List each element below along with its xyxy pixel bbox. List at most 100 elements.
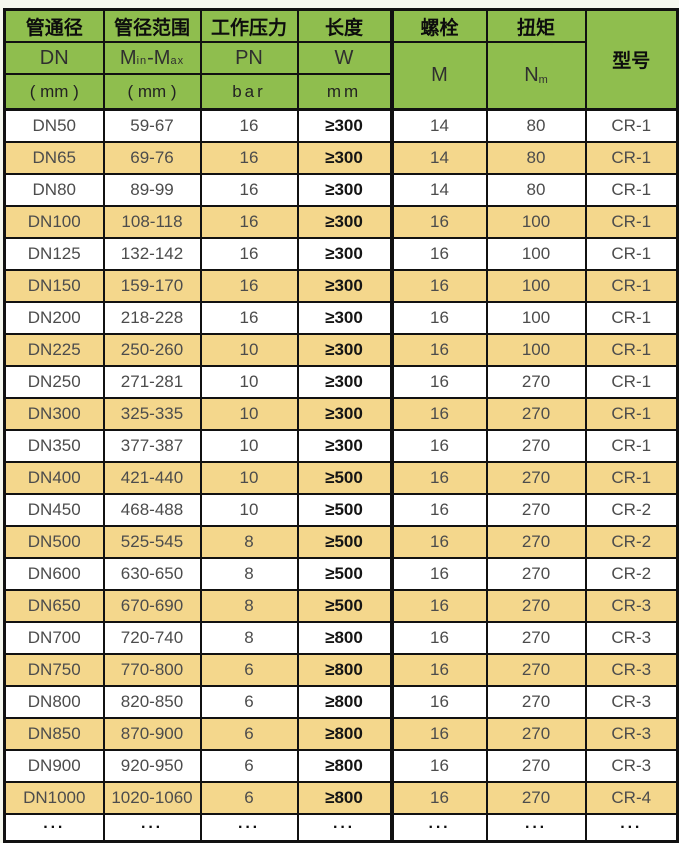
cell-model: CR-1 xyxy=(584,141,679,175)
cell-dn: DN600 xyxy=(3,557,105,591)
cell-dn: ··· xyxy=(3,813,105,843)
cell-model: CR-1 xyxy=(584,173,679,207)
cell-nm: 100 xyxy=(485,301,587,335)
cell-model: CR-2 xyxy=(584,525,679,559)
cell-m: 14 xyxy=(389,141,488,175)
cell-model: CR-1 xyxy=(584,461,679,495)
cell-nm: 100 xyxy=(485,269,587,303)
cell-pn: 8 xyxy=(199,589,299,623)
cell-dn: DN850 xyxy=(3,717,105,751)
header-row-3: ( mm ) ( mm ) bar mm xyxy=(3,73,678,111)
cell-w: ≥800 xyxy=(296,621,393,655)
cell-range: 468-488 xyxy=(102,493,202,527)
cell-range: 630-650 xyxy=(102,557,202,591)
cell-model: CR-1 xyxy=(584,301,679,335)
cell-nm: 270 xyxy=(485,397,587,431)
table-row: DN500 525-545 8 ≥500 16 270 CR-2 xyxy=(3,525,679,559)
cell-w: ≥500 xyxy=(296,493,393,527)
table-row: DN800 820-850 6 ≥800 16 270 CR-3 xyxy=(3,685,679,719)
cell-pn: 10 xyxy=(199,461,299,495)
header-pipe-diameter: 管通径 xyxy=(3,8,105,43)
cell-dn: DN400 xyxy=(3,461,105,495)
cell-nm: 270 xyxy=(485,493,587,527)
header-dn: DN xyxy=(3,41,105,75)
cell-range: 59-67 xyxy=(102,108,202,143)
cell-model: CR-1 xyxy=(584,429,679,463)
cell-dn: DN500 xyxy=(3,525,105,559)
header-bolt: 螺栓 xyxy=(389,8,488,43)
cell-range: 108-118 xyxy=(102,205,202,239)
cell-pn: 16 xyxy=(199,301,299,335)
cell-nm: 270 xyxy=(485,525,587,559)
header-w: W xyxy=(296,41,393,75)
cell-w: ≥300 xyxy=(296,237,393,271)
pipe-spec-table: 管通径 管径范围 工作压力 长度 螺栓 扭矩 型号 DN Min-Max PN … xyxy=(3,8,679,843)
cell-nm: 270 xyxy=(485,749,587,783)
header-row-2: DN Min-Max PN W M Nm xyxy=(3,41,678,111)
cell-w: ≥300 xyxy=(296,301,393,335)
cell-nm: 270 xyxy=(485,461,587,495)
cell-m: 16 xyxy=(389,237,488,271)
header-torque: 扭矩 xyxy=(485,8,587,43)
cell-model: ··· xyxy=(584,813,679,843)
cell-m: 16 xyxy=(389,781,488,815)
cell-m: 16 xyxy=(389,749,488,783)
cell-nm: 80 xyxy=(485,173,587,207)
cell-pn: 6 xyxy=(199,749,299,783)
cell-dn: DN300 xyxy=(3,397,105,431)
cell-w: ≥500 xyxy=(296,525,393,559)
cell-pn: 16 xyxy=(199,205,299,239)
cell-w: ≥300 xyxy=(296,269,393,303)
cell-w: ≥500 xyxy=(296,461,393,495)
cell-pn: 10 xyxy=(199,493,299,527)
table-row: DN750 770-800 6 ≥800 16 270 CR-3 xyxy=(3,653,679,687)
cell-w: ≥300 xyxy=(296,141,393,175)
cell-range: 69-76 xyxy=(102,141,202,175)
table-header: 管通径 管径范围 工作压力 长度 螺栓 扭矩 型号 DN Min-Max PN … xyxy=(3,8,679,111)
cell-m: 14 xyxy=(389,173,488,207)
table-row: DN900 920-950 6 ≥800 16 270 CR-3 xyxy=(3,749,679,783)
cell-model: CR-3 xyxy=(584,685,679,719)
header-dn-unit: ( mm ) xyxy=(3,73,105,111)
cell-nm: 100 xyxy=(485,237,587,271)
cell-model: CR-1 xyxy=(584,333,679,367)
table-row: DN150 159-170 16 ≥300 16 100 CR-1 xyxy=(3,269,679,303)
cell-m: 16 xyxy=(389,269,488,303)
cell-m: 16 xyxy=(389,493,488,527)
cell-w: ≥300 xyxy=(296,365,393,399)
cell-dn: DN100 xyxy=(3,205,105,239)
cell-range: ··· xyxy=(102,813,202,843)
cell-dn: DN200 xyxy=(3,301,105,335)
cell-m: 16 xyxy=(389,589,488,623)
cell-nm: 270 xyxy=(485,365,587,399)
nm-label: Nm xyxy=(524,64,548,86)
cell-range: 820-850 xyxy=(102,685,202,719)
cell-m: 16 xyxy=(389,525,488,559)
cell-dn: DN225 xyxy=(3,333,105,367)
cell-dn: DN800 xyxy=(3,685,105,719)
cell-w: ≥800 xyxy=(296,749,393,783)
cell-nm: 100 xyxy=(485,333,587,367)
cell-range: 271-281 xyxy=(102,365,202,399)
cell-pn: 10 xyxy=(199,397,299,431)
cell-dn: DN65 xyxy=(3,141,105,175)
cell-range: 670-690 xyxy=(102,589,202,623)
table-row: DN50 59-67 16 ≥300 14 80 CR-1 xyxy=(3,108,679,143)
cell-nm: 270 xyxy=(485,781,587,815)
cell-nm: 80 xyxy=(485,141,587,175)
table-row: DN850 870-900 6 ≥800 16 270 CR-3 xyxy=(3,717,679,751)
cell-dn: DN350 xyxy=(3,429,105,463)
cell-dn: DN700 xyxy=(3,621,105,655)
table-row: DN225 250-260 10 ≥300 16 100 CR-1 xyxy=(3,333,679,367)
cell-range: 377-387 xyxy=(102,429,202,463)
cell-model: CR-3 xyxy=(584,717,679,751)
cell-dn: DN1000 xyxy=(3,781,105,815)
table-row: DN700 720-740 8 ≥800 16 270 CR-3 xyxy=(3,621,679,655)
header-row-1: 管通径 管径范围 工作压力 长度 螺栓 扭矩 型号 xyxy=(3,8,679,111)
cell-model: CR-3 xyxy=(584,749,679,783)
cell-pn: 10 xyxy=(199,429,299,463)
cell-w: ≥800 xyxy=(296,653,393,687)
cell-w: ≥300 xyxy=(296,108,393,143)
table-row: DN450 468-488 10 ≥500 16 270 CR-2 xyxy=(3,493,679,527)
header-model: 型号 xyxy=(584,8,679,111)
